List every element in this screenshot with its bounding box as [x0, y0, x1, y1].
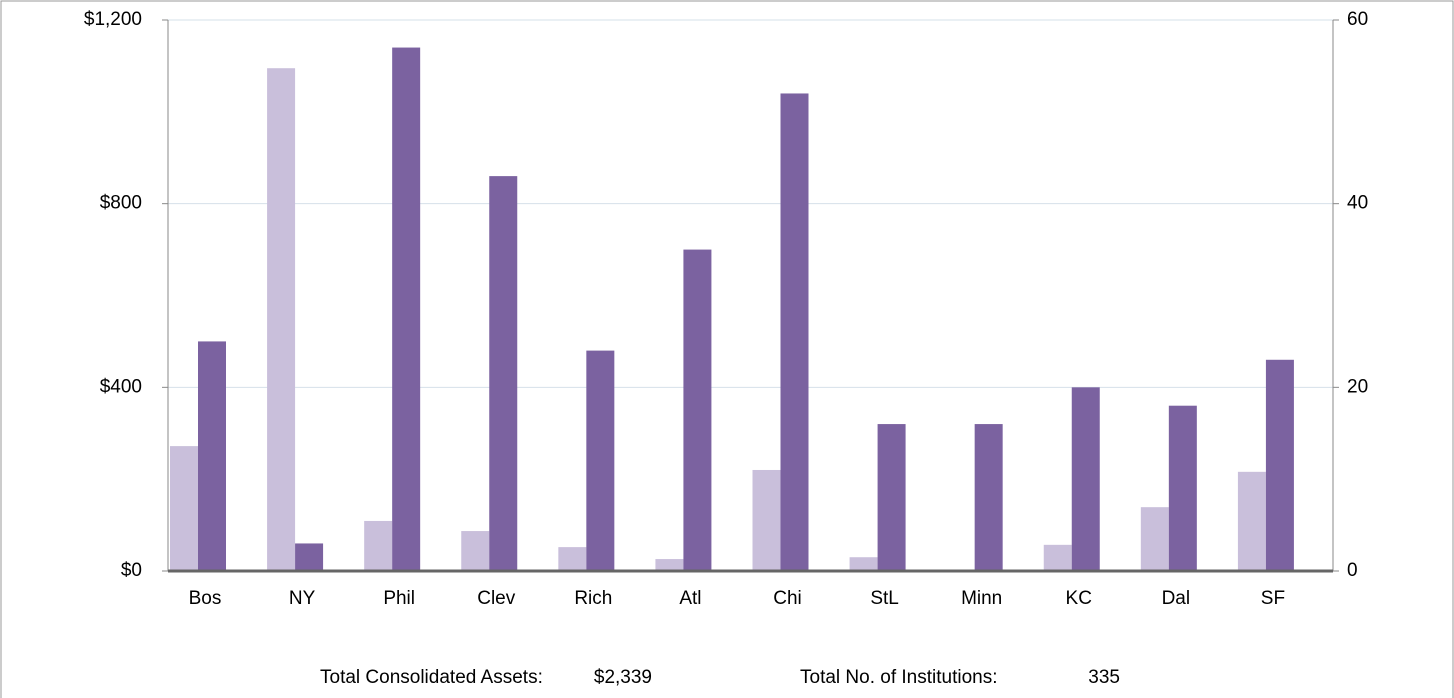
bar: [877, 424, 906, 571]
bar: [1237, 471, 1266, 571]
bar: [489, 176, 518, 571]
x-tick-label: NY: [289, 588, 316, 609]
bar: [1140, 507, 1169, 571]
bar: [461, 531, 490, 571]
bar: [1043, 544, 1072, 571]
y2-tick-label: 60: [1347, 9, 1368, 30]
bar: [170, 446, 198, 571]
x-tick-label: Minn: [961, 588, 1002, 609]
x-tick-label: Bos: [189, 588, 222, 609]
x-tick-label: SF: [1261, 588, 1285, 609]
x-tick-label: Chi: [773, 588, 802, 609]
note-label: Total No. of Institutions:: [800, 667, 998, 688]
y-tick-label: $0: [121, 560, 142, 581]
bar: [974, 424, 1003, 571]
x-tick-label: Dal: [1162, 588, 1191, 609]
x-tick-label: Phil: [383, 588, 415, 609]
bar: [586, 350, 615, 571]
note-value: 335: [1088, 667, 1120, 688]
bar: [683, 249, 712, 572]
bar: [1071, 387, 1100, 571]
y-tick-label: $400: [100, 376, 142, 397]
note-label: Total Consolidated Assets:: [320, 667, 543, 688]
x-tick-label: Rich: [574, 588, 612, 609]
y2-tick-label: 40: [1347, 193, 1368, 214]
bar: [392, 47, 421, 572]
bar: [198, 341, 226, 571]
bar: [558, 547, 587, 571]
bar: [1265, 359, 1294, 571]
x-tick-label: Clev: [477, 588, 516, 609]
y-tick-label: $800: [100, 193, 142, 214]
bar: [752, 469, 781, 571]
bar: [655, 559, 684, 571]
y2-tick-label: 0: [1347, 560, 1358, 581]
bar: [849, 557, 878, 571]
x-tick-label: Atl: [679, 588, 701, 609]
bar: [267, 68, 296, 572]
bar: [295, 543, 324, 571]
bar: [364, 520, 393, 571]
x-tick-label: KC: [1066, 588, 1092, 609]
note-value: $2,339: [594, 667, 652, 688]
x-tick-label: StL: [870, 588, 899, 609]
y-tick-label: $1,200: [84, 9, 142, 30]
y2-tick-label: 20: [1347, 376, 1368, 397]
bar: [1168, 405, 1197, 571]
bar: [780, 93, 809, 571]
